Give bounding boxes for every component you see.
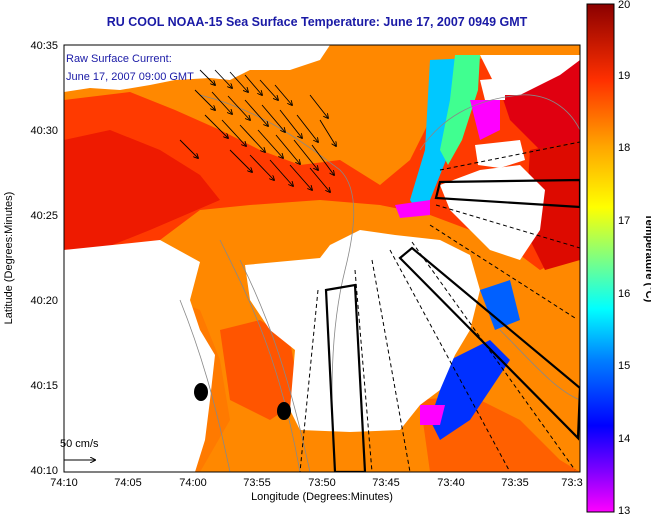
y-tick-label: 40:15 [30,380,58,392]
cloud-mask-east [440,165,545,260]
cloud-mask-ne [475,140,525,168]
colorbar-tick-label: 19 [618,70,630,82]
colorbar-tick-label: 13 [618,505,630,517]
plot-frame [63,44,581,473]
colorbar-tick-label: 20 [618,0,630,11]
x-tick-label: 73:55 [243,477,271,489]
x-ticks: 74:10 74:05 74:00 73:55 73:50 73:45 73:4… [50,477,582,489]
y-tick-label: 40:25 [30,210,58,222]
plot-area [64,45,580,472]
y-tick-label: 40:30 [30,125,58,137]
warm-region-west [64,130,220,250]
red-orange-patch [220,320,300,420]
cold-patch-mid [480,280,520,330]
colorbar-tick-label: 17 [618,215,630,227]
magenta-patch-mid [395,200,430,218]
y-tick-label: 40:10 [30,465,58,477]
scale-label: 50 cm/s [60,438,99,450]
y-tick-label: 40:35 [30,40,58,52]
map-title: RU COOL NOAA-15 Sea Surface Temperature:… [106,15,528,29]
radial-lines [299,141,580,472]
magenta-patch-north [470,100,500,140]
colorbar-tick-label: 18 [618,142,630,154]
magenta-patch-south [420,405,445,425]
x-tick-label: 73:45 [372,477,400,489]
colorbar-tick-label: 16 [618,288,630,300]
legend-line1: Raw Surface Current: [66,53,172,65]
x-tick-label: 73:3 [561,477,582,489]
x-tick-label: 73:35 [501,477,529,489]
legend-line2: June 17, 2007 09:00 GMT [66,71,194,83]
land-north [64,45,330,92]
x-tick-label: 73:40 [437,477,465,489]
colorbar-ticks: 20 19 18 17 16 15 14 13 [618,0,630,517]
colorbar-label: Temperature (°C) [643,214,651,303]
buoy-dot-2 [277,402,291,420]
current-vectors [179,69,336,192]
x-tick-label: 74:00 [179,477,207,489]
colorbar-tick-label: 14 [618,433,630,445]
y-axis-label: Latitude (Degrees:Minutes) [3,192,15,325]
green-band-north [440,55,480,165]
x-tick-label: 74:05 [114,477,142,489]
bathymetry-contours [179,94,580,472]
x-axis-label: Longitude (Degrees:Minutes) [251,491,393,503]
y-tick-label: 40:20 [30,295,58,307]
y-ticks: 40:35 40:30 40:25 40:20 40:15 40:10 [30,40,58,477]
survey-boxes [324,178,580,472]
cloud-mask-north [480,78,505,100]
x-tick-label: 74:10 [50,477,78,489]
x-tick-label: 73:50 [308,477,336,489]
land-sandy-hook [64,248,190,305]
colorbar [586,3,615,513]
buoy-dot-1 [194,383,208,401]
colorbar-tick-label: 15 [618,360,630,372]
